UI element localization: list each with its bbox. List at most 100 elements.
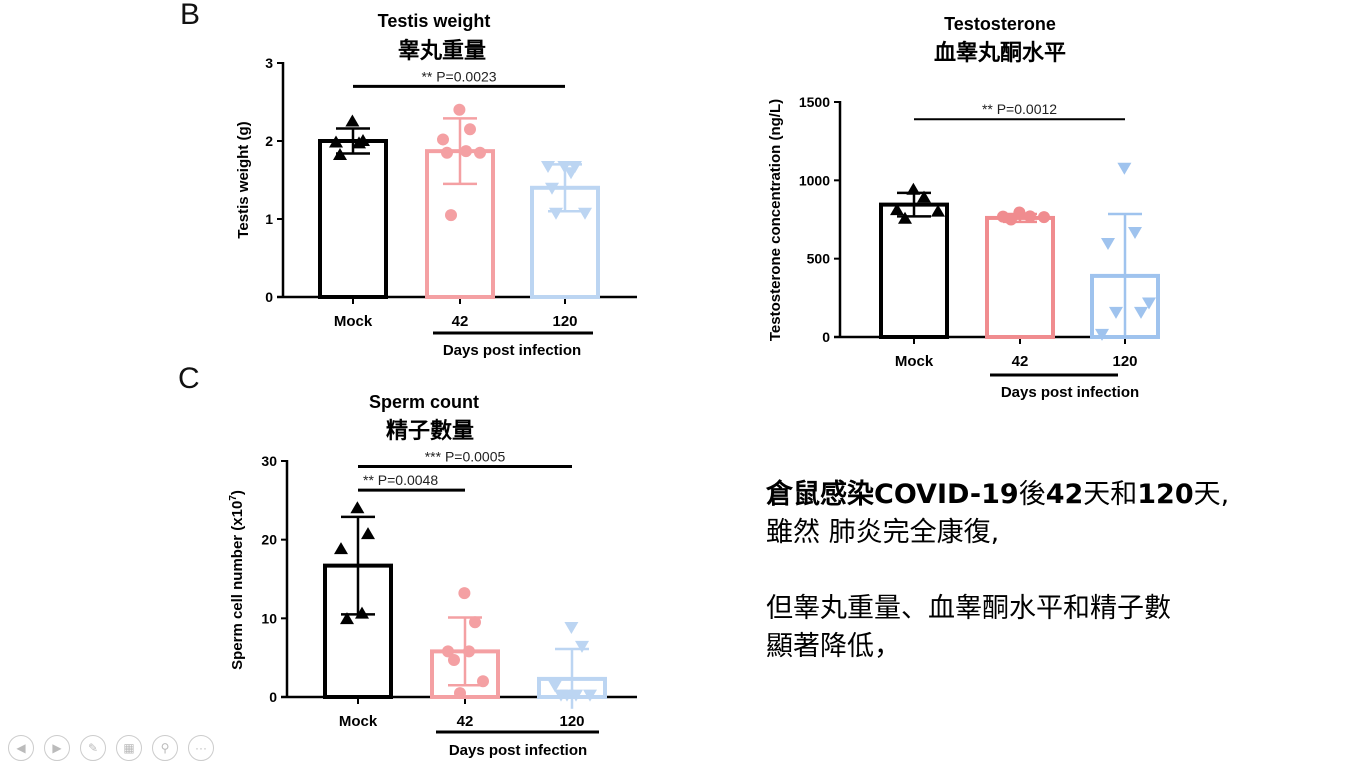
pen-icon[interactable]: ✎ <box>80 735 106 761</box>
y-label-end: ) <box>229 490 246 495</box>
x-axis-label: Days post infection <box>443 342 581 359</box>
t1d: 42 <box>1045 479 1084 510</box>
data-point <box>464 123 476 136</box>
chart-title-zh: 睾丸重量 <box>398 38 486 64</box>
y-tick-label: 0 <box>822 329 830 345</box>
data-point <box>442 645 454 658</box>
data-point <box>564 621 579 634</box>
data-point <box>340 612 354 625</box>
t1g: 天, <box>1193 479 1230 510</box>
data-point <box>445 209 457 222</box>
y-tick-label: 2 <box>265 133 273 149</box>
data-point <box>931 204 945 217</box>
data-point <box>441 146 453 159</box>
chart-title: Sperm count <box>369 392 479 412</box>
panel-label-c: C <box>178 362 200 395</box>
data-point <box>1128 227 1142 240</box>
x-axis-label: Days post infection <box>1001 384 1139 401</box>
bar-Mock <box>879 202 949 339</box>
data-point <box>583 689 597 702</box>
data-point <box>453 103 466 116</box>
data-point <box>355 606 369 619</box>
x-tick-label: 42 <box>457 713 474 730</box>
t1b: COVID-19 <box>874 479 1019 510</box>
data-point <box>1101 238 1115 250</box>
y-tick-label: 30 <box>261 453 277 469</box>
data-point <box>469 616 481 629</box>
t1f: 120 <box>1137 479 1194 510</box>
data-point <box>578 207 592 220</box>
chart-testosterone: Testosterone 血睾丸酮水平 0 500 1000 1500 Testostero… <box>767 14 1160 401</box>
data-point <box>448 654 460 667</box>
data-point <box>548 680 562 693</box>
slides-icon[interactable]: ▦ <box>116 735 142 761</box>
data-point <box>1013 206 1026 219</box>
data-point <box>1024 210 1036 223</box>
y-label-sup: 7 <box>228 495 239 501</box>
t1e: 天和 <box>1083 479 1138 510</box>
y-label-main: Testosterone concentration (ng/L) <box>767 99 784 341</box>
more-icon[interactable]: ··· <box>188 735 214 761</box>
data-point <box>557 160 572 173</box>
data-point <box>1142 297 1156 310</box>
x-tick-label: 120 <box>1112 353 1137 370</box>
data-point <box>1134 306 1148 319</box>
y-axis-label: Testosterone concentration (ng/L) <box>767 99 784 341</box>
y-tick-label: 1000 <box>799 172 830 188</box>
summary-line-4: 顯著降低， <box>766 631 901 662</box>
data-point <box>1117 162 1132 175</box>
chart-title: Testosterone <box>944 14 1056 34</box>
data-point <box>568 160 582 173</box>
x-tick-label: Mock <box>895 353 934 370</box>
chart-title-zh: 血睾丸酮水平 <box>934 40 1066 66</box>
panel-label-b: B <box>180 0 201 31</box>
data-point <box>333 148 347 161</box>
data-point <box>1038 211 1050 224</box>
data-point <box>352 136 366 149</box>
x-tick-label: 120 <box>559 713 584 730</box>
y-tick-label: 500 <box>807 251 831 267</box>
x-tick-label: 42 <box>1012 353 1029 370</box>
significance-label: *** P=0.0005 <box>425 449 506 465</box>
y-tick-label: 1500 <box>799 94 830 110</box>
data-point <box>575 640 589 653</box>
y-tick-label: 0 <box>269 689 277 705</box>
y-axis-label: Sperm cell number (x107) <box>228 490 246 670</box>
x-tick-label: 42 <box>452 313 469 330</box>
t1a: 倉鼠感染 <box>766 479 874 510</box>
chart-sperm: Sperm count 精子數量 0 10 20 30 Sperm cell number … <box>228 392 637 759</box>
data-point <box>890 203 904 216</box>
y-tick-label: 0 <box>265 289 273 305</box>
significance-label: ** P=0.0023 <box>421 68 496 84</box>
y-tick-label: 10 <box>261 610 277 626</box>
data-point <box>541 160 555 173</box>
summary-text: 倉鼠感染COVID-19後42天和120天, 雖然 肺炎完全康復, 但睾丸重量、… <box>766 476 1229 666</box>
summary-line-1: 倉鼠感染COVID-19後42天和120天, <box>766 476 1229 514</box>
data-point <box>1095 328 1109 341</box>
y-tick-label: 1 <box>265 211 273 227</box>
previous-icon[interactable]: ◀ <box>8 735 34 761</box>
chart-testis: Testis weight 睾丸重量 0 1 2 3 Testis weight (g) Mo… <box>235 11 637 359</box>
slideshow-toolbar: ◀ ▶ ✎ ▦ ⚲ ··· <box>8 735 214 761</box>
y-axis-label: Testis weight (g) <box>235 121 252 238</box>
data-point <box>549 207 563 220</box>
data-point <box>361 527 375 540</box>
y-tick-label: 3 <box>265 55 273 71</box>
x-tick-label: Mock <box>339 713 378 730</box>
x-axis-label: Days post infection <box>449 742 587 759</box>
chart-title: Testis weight <box>378 11 491 31</box>
data-point <box>564 167 578 180</box>
significance-label: ** P=0.0012 <box>982 101 1057 117</box>
next-icon[interactable]: ▶ <box>44 735 70 761</box>
data-point <box>898 211 912 224</box>
data-point <box>477 675 489 688</box>
data-point <box>917 190 931 203</box>
x-tick-label: 120 <box>552 313 577 330</box>
y-label-main: Sperm cell number (x10 <box>229 501 246 670</box>
summary-line-3: 但睾丸重量、血睾酮水平和精子數 <box>766 593 1171 624</box>
chart-title-zh: 精子數量 <box>386 418 474 444</box>
bar-42 <box>985 215 1055 339</box>
zoom-icon[interactable]: ⚲ <box>152 735 178 761</box>
t1c: 後 <box>1018 479 1046 510</box>
